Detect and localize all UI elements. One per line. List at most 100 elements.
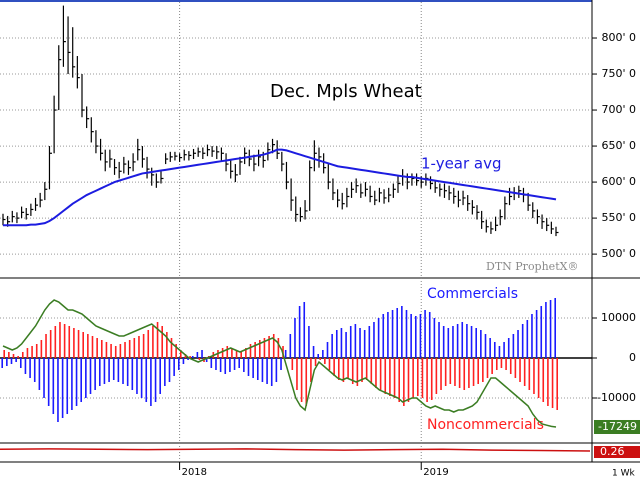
bar <box>324 358 326 364</box>
bar <box>49 330 52 358</box>
bar <box>66 358 69 414</box>
bar <box>247 358 250 376</box>
bar <box>305 358 308 406</box>
bar <box>33 358 36 382</box>
bar <box>486 358 489 378</box>
bar <box>152 326 154 358</box>
bar <box>549 300 552 358</box>
bar <box>484 334 487 358</box>
bar <box>6 358 8 366</box>
bar <box>284 350 287 358</box>
bar <box>491 358 493 374</box>
y-tick-label: 10000 <box>601 311 636 324</box>
bar <box>68 326 71 358</box>
bar <box>114 346 117 358</box>
bar <box>45 334 47 358</box>
bar <box>26 348 29 358</box>
bar <box>182 358 185 364</box>
bar <box>179 350 182 358</box>
bar <box>256 358 259 380</box>
bar <box>15 358 17 362</box>
y-tick-label: 700' 0 <box>601 103 636 116</box>
bar <box>337 358 340 380</box>
bar <box>517 330 519 358</box>
bar <box>226 346 229 358</box>
bar <box>533 358 535 394</box>
bar <box>503 342 505 358</box>
bar <box>31 346 33 358</box>
bar <box>189 356 191 358</box>
average-line <box>3 148 557 227</box>
bar <box>365 358 368 380</box>
bar <box>542 358 545 402</box>
bar <box>128 340 131 358</box>
bar <box>268 336 270 358</box>
bar <box>243 358 245 372</box>
bar <box>291 358 294 370</box>
bar <box>452 326 454 358</box>
bar <box>416 358 419 396</box>
bar <box>456 324 459 358</box>
bar <box>19 358 22 368</box>
bar <box>509 358 512 374</box>
bar <box>393 358 396 398</box>
bar <box>526 320 529 358</box>
bar <box>29 358 31 378</box>
chart-title: Dec. Mpls Wheat <box>270 81 422 102</box>
bar <box>335 330 338 358</box>
indicator-line <box>0 448 591 452</box>
bar <box>361 358 363 382</box>
bar <box>249 344 252 358</box>
bar <box>122 358 124 384</box>
bar <box>175 344 177 358</box>
bar <box>47 358 50 406</box>
bar <box>258 340 261 358</box>
bar <box>521 324 524 358</box>
series-label: Commercials <box>427 286 518 302</box>
bar <box>8 352 10 358</box>
bar <box>298 306 301 358</box>
bar <box>63 324 66 358</box>
y-tick-label: 500' 0 <box>601 247 636 260</box>
last-value-label: -17249 <box>598 420 637 433</box>
bar <box>191 356 194 358</box>
bar <box>363 330 366 358</box>
bar <box>154 358 157 402</box>
bar <box>80 358 82 402</box>
bar <box>547 358 549 406</box>
bar <box>433 318 436 358</box>
bar <box>314 358 317 366</box>
bar <box>266 358 268 384</box>
y-tick-label: 600' 0 <box>601 175 636 188</box>
bar <box>73 328 75 358</box>
bar <box>196 352 199 358</box>
bar <box>215 358 217 370</box>
bar <box>147 330 150 358</box>
bar <box>24 358 27 374</box>
bar <box>110 344 112 358</box>
bar <box>221 348 224 358</box>
bar <box>349 326 352 358</box>
bar <box>356 358 359 386</box>
y-tick-label: -10000 <box>597 391 636 404</box>
bar <box>461 322 464 358</box>
y-tick-label: 650' 0 <box>601 139 636 152</box>
bar <box>401 306 403 358</box>
bar <box>96 338 98 358</box>
bar <box>17 356 19 358</box>
bar <box>310 358 312 382</box>
bar <box>554 298 556 358</box>
bar <box>289 334 292 358</box>
bar <box>131 358 134 390</box>
bar <box>166 332 168 358</box>
bar <box>351 358 354 384</box>
bar <box>414 316 417 358</box>
bar <box>168 358 171 382</box>
bar <box>477 358 479 384</box>
bar <box>398 358 400 402</box>
bar <box>177 358 180 370</box>
bar <box>85 358 87 398</box>
bar <box>103 358 106 384</box>
bar <box>373 322 375 358</box>
